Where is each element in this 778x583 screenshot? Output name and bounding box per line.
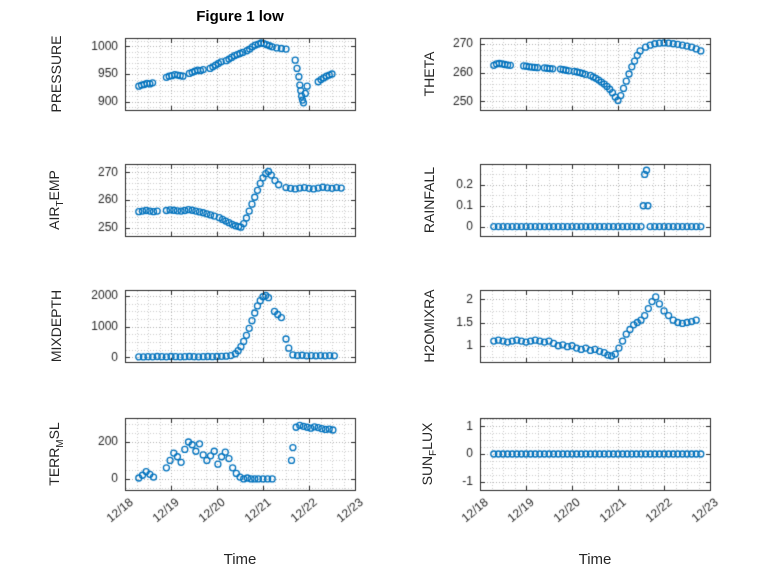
ylabel-theta: THETA [421,51,437,97]
xlabel-left: Time [223,551,257,568]
ylabel-rainfall: RAINFALL [421,166,437,234]
ylabel-pressure: PRESSURE [48,35,64,113]
figure-title: Figure 1 low [196,8,284,25]
ylabel-air-temp: AIRTEMP [46,170,66,230]
ylabel-mixdepth: MIXDEPTH [48,289,64,363]
xlabel-right: Time [578,551,612,568]
ylabel-sun-flux: SUNFLUX [419,422,439,486]
ylabel-terr-msl: TERRMSL [46,422,66,486]
ylabel-h2omixra: H2OMIXRA [421,289,437,363]
